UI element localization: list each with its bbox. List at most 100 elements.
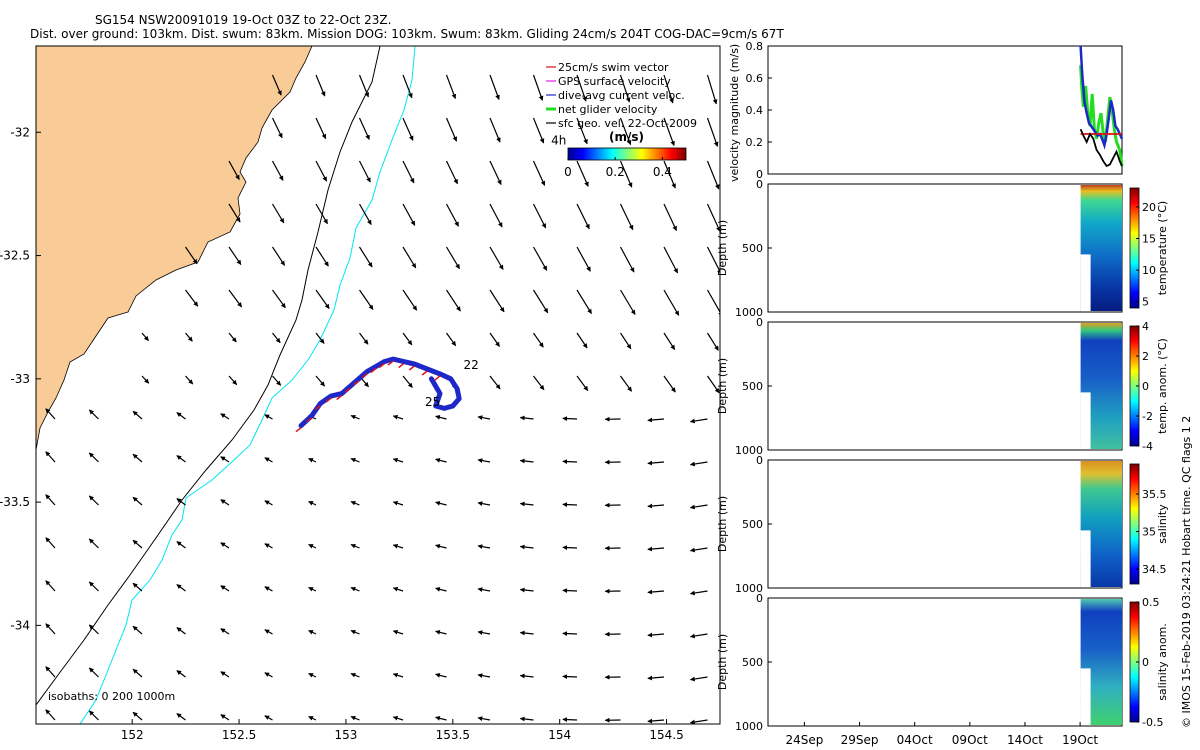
velocity-vector [477,673,491,678]
velocity-vector [132,711,143,721]
section-gap [1080,668,1091,725]
section-cbtick-label: 5 [1142,296,1149,309]
velocity-vector [185,246,198,265]
velocity-vector [220,585,230,592]
section-ylabel: Depth (m) [716,496,729,552]
date-tick-label: 19Oct [1062,733,1098,747]
section-gap [1080,392,1091,449]
swim-vector [344,387,351,393]
date-tick-label: 04Oct [897,733,933,747]
map-xtick-label: 152.5 [222,728,256,742]
velocity-vector [435,673,447,678]
velocity-vector [359,289,374,310]
velocity-vector [663,74,674,104]
section-ytick-label: 500 [742,242,763,255]
velocity-vector [45,537,56,549]
velocity-vector [519,544,534,550]
velocity-vector [358,74,369,98]
velocity-vector [489,203,503,228]
velocity-vector [176,541,186,549]
section-gap [1080,530,1091,587]
legend-label: GPS surface velocity [558,75,671,88]
velocity-vector [489,375,501,390]
velocity-vector [88,495,99,506]
velocity-vector [358,203,372,226]
velocity-vector [445,74,457,100]
velocity-vector [308,457,317,463]
section-cbtick-label: 35 [1142,526,1156,539]
velocity-ytick-label: 0.6 [746,72,764,85]
velocity-vector [88,624,99,635]
velocity-y-axis: 0 0.2 0.4 0.6 0.8 [746,40,772,181]
velocity-vector [647,632,665,638]
velocity-vector [350,457,360,463]
velocity-vector [519,458,534,464]
section-cbtick-label: 15 [1142,233,1156,246]
velocity-vector [489,160,502,186]
section-colorbar [1129,187,1140,309]
velocity-vector [647,460,665,466]
velocity-vector [402,203,416,226]
velocity-vector [228,160,240,181]
date-tick-label: 09Oct [952,733,988,747]
map-xtick-label: 154 [548,728,571,742]
velocity-vector [176,713,186,721]
velocity-vector [562,674,578,679]
velocity-vector [350,672,360,678]
velocity-vector [308,500,317,506]
velocity-vector [272,332,281,344]
swim-vector [408,365,415,371]
section-ytick-label: 1000 [735,444,763,457]
velocity-vector [576,289,593,315]
velocity-vector [647,546,665,552]
velocity-vector [576,375,589,391]
velocity-vector [315,117,327,140]
velocity-vector [264,457,273,463]
velocity-vector [532,160,546,186]
velocity-vector [519,716,534,722]
velocity-vector [308,672,317,678]
velocity-vector [435,630,447,635]
map-xtick-label: 152 [121,728,144,742]
velocity-vector [477,458,491,463]
section-plot-area [767,321,1123,451]
velocity-vector [308,715,317,721]
swim-vector [361,372,368,378]
map-colorbar: (m/s) 0 0.2 0.4 [564,130,687,179]
colorbar-gradient [567,147,687,161]
velocity-vector [445,203,460,227]
colorbar-tick-label: 0 [564,165,572,179]
velocity-vector [185,289,199,307]
velocity-vector [315,332,325,344]
velocity-vector [663,246,679,274]
velocity-vector [435,501,447,506]
velocity-vector [176,670,186,678]
velocity-vector [45,666,56,678]
section-ylabel: Depth (m) [716,634,729,690]
velocity-vector [647,675,665,681]
velocity-vector [402,246,417,269]
velocity-vector [619,246,635,273]
velocity-vector [402,289,418,311]
section-panel-temperature: 0 500 1000 Depth (m) 5 10 15 20 temperature (°C) [716,178,1169,319]
velocity-vector [619,117,632,146]
swim-vector [434,375,441,381]
velocity-vector [272,289,286,309]
velocity-vector [435,415,447,420]
legend-label: dive-avg current veloc. [558,89,685,102]
track-label: 22 [464,358,479,372]
velocity-vector [358,246,373,268]
velocity-vector [619,289,636,315]
swim-vector [325,397,332,403]
velocity-vector [132,539,143,549]
legend-label: 25cm/s swim vector [558,61,669,74]
velocity-vector [308,629,317,635]
velocity-ylabel: velocity magnitude (m/s) [728,44,741,182]
velocity-series-line [1079,45,1124,150]
velocity-vector [689,633,708,639]
map-x-axis: 152 152.5 153 153.5 154 154.5 [121,719,684,742]
velocity-vector [88,452,99,463]
date-axis: 24Sep 29Sep 04Oct 09Oct 14Oct 19Oct [785,722,1098,747]
colorbar-tick-label: 0.4 [653,165,672,179]
velocity-vector [271,203,285,224]
